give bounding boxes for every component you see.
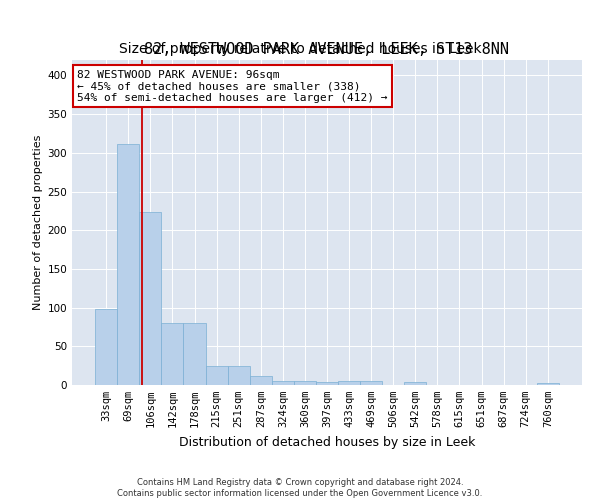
Bar <box>161 323 184 385</box>
Bar <box>316 382 338 385</box>
Text: Size of property relative to detached houses in Leek: Size of property relative to detached ho… <box>119 42 481 56</box>
X-axis label: Distribution of detached houses by size in Leek: Distribution of detached houses by size … <box>179 436 475 448</box>
Y-axis label: Number of detached properties: Number of detached properties <box>33 135 43 310</box>
Bar <box>206 366 227 385</box>
Bar <box>294 381 316 385</box>
Bar <box>95 309 117 385</box>
Bar <box>250 376 272 385</box>
Bar <box>272 381 294 385</box>
Bar <box>404 382 427 385</box>
Text: Contains HM Land Registry data © Crown copyright and database right 2024.
Contai: Contains HM Land Registry data © Crown c… <box>118 478 482 498</box>
Bar <box>227 366 250 385</box>
Bar <box>537 382 559 385</box>
Bar <box>184 323 206 385</box>
Bar <box>139 212 161 385</box>
Bar <box>360 381 382 385</box>
Bar <box>338 381 360 385</box>
Text: 82 WESTWOOD PARK AVENUE: 96sqm
← 45% of detached houses are smaller (338)
54% of: 82 WESTWOOD PARK AVENUE: 96sqm ← 45% of … <box>77 70 388 103</box>
Title: 82, WESTWOOD PARK AVENUE, LEEK, ST13 8NN: 82, WESTWOOD PARK AVENUE, LEEK, ST13 8NN <box>145 42 509 58</box>
Bar <box>117 144 139 385</box>
